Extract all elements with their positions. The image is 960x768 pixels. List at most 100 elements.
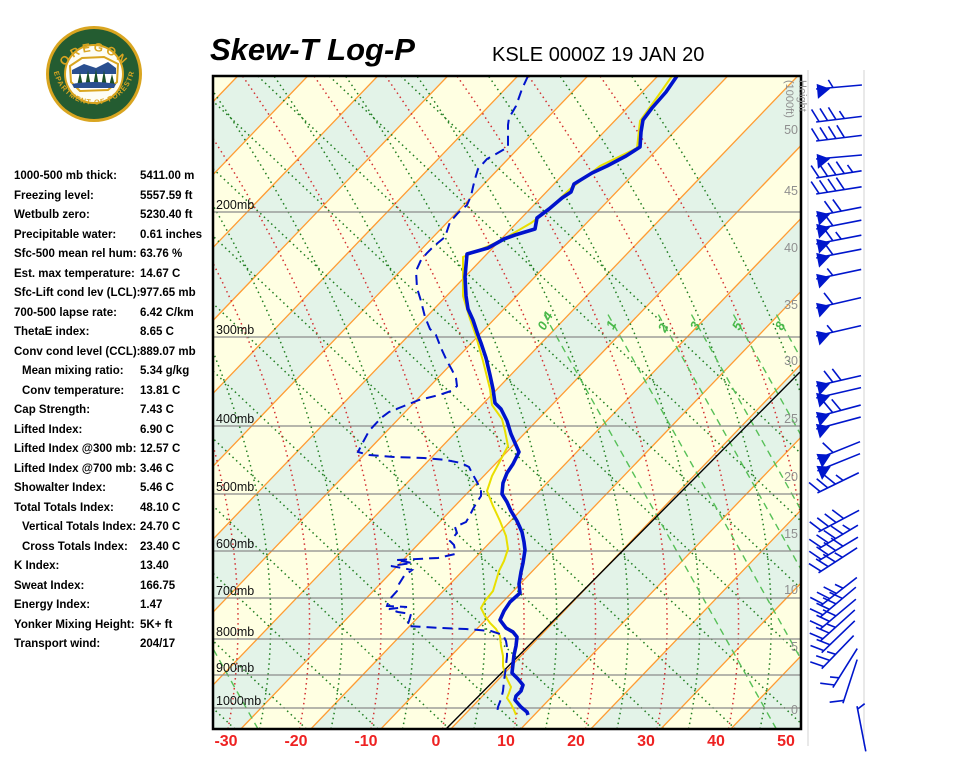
- index-row: Yonker Mixing Height: 5K+ ft: [14, 617, 210, 637]
- index-value: 5557.59 ft: [140, 189, 193, 202]
- index-row: ThetaE index: 8.65 C: [14, 324, 210, 344]
- index-row: Vertical Totals Index: 24.70 C: [14, 519, 210, 539]
- svg-text:40: 40: [784, 241, 798, 255]
- index-label: Vertical Totals Index:: [22, 521, 137, 533]
- svg-text:30: 30: [784, 354, 798, 368]
- wind-barb: [810, 106, 862, 123]
- svg-text:600mb: 600mb: [216, 537, 254, 551]
- index-label: Showalter Index:: [14, 482, 107, 494]
- pressure-axis-labels: 200mb 300mb 400mb 500mb 600mb 700mb 800mb 900mb…: [216, 198, 261, 708]
- index-value: 13.81 C: [140, 384, 181, 397]
- index-label: ThetaE index:: [14, 326, 90, 338]
- index-label: Freezing level:: [14, 189, 94, 202]
- svg-text:200mb: 200mb: [216, 198, 254, 212]
- wind-barb: [808, 536, 859, 562]
- index-row: Sfc-500 mean rel hum: 63.76 %: [14, 246, 210, 266]
- chart-frame: [211, 74, 803, 731]
- wind-barb: [816, 213, 862, 239]
- index-label: Precipitable water:: [14, 228, 117, 241]
- svg-text:50: 50: [784, 123, 798, 137]
- wind-barb: [820, 648, 858, 688]
- svg-text:0: 0: [791, 703, 798, 717]
- wind-barb: [815, 416, 861, 439]
- index-row: Precipitable water: 0.61 inches: [14, 227, 210, 247]
- wind-barb: [816, 368, 862, 396]
- wind-barb: [808, 547, 858, 574]
- svg-text:800mb: 800mb: [216, 625, 254, 639]
- index-label: Yonker Mixing Height:: [14, 618, 135, 631]
- index-value: 0.61 inches: [140, 228, 203, 241]
- index-row: Conv temperature: 13.81 C: [14, 383, 210, 403]
- svg-text:5: 5: [791, 640, 798, 654]
- index-label: Wetbulb zero:: [14, 209, 90, 221]
- index-value: 12.57 C: [140, 443, 181, 455]
- index-label: 1000-500 mb thick:: [14, 170, 117, 182]
- index-value: 8.65 C: [140, 326, 174, 338]
- index-row: Cross Totals Index: 23.40 C: [14, 539, 210, 559]
- svg-text:20: 20: [784, 470, 798, 484]
- svg-text:500mb: 500mb: [216, 480, 254, 494]
- svg-text:900mb: 900mb: [216, 661, 254, 675]
- index-label: Conv cond level (CCL):: [14, 345, 141, 358]
- index-label: Lifted Index @300 mb:: [14, 443, 137, 455]
- index-row: Freezing level: 5557.59 ft: [14, 188, 210, 208]
- wind-barb: [808, 472, 860, 494]
- wind-barb: [816, 228, 862, 254]
- index-value: 24.70 C: [140, 521, 181, 533]
- index-label: Total Totals Index:: [14, 501, 114, 514]
- index-row: Transport wind: 204/17: [14, 636, 210, 656]
- wind-barb: [809, 609, 856, 642]
- index-value: 6.42 C/km: [140, 306, 194, 319]
- svg-text:10: 10: [784, 583, 798, 597]
- index-value: 5.46 C: [140, 482, 174, 494]
- wind-barb: [816, 324, 862, 346]
- svg-text:45: 45: [784, 184, 798, 198]
- wind-barb: [810, 124, 862, 142]
- station-datetime: KSLE 0000Z 19 JAN 20: [492, 44, 705, 66]
- index-label: Transport wind:: [14, 638, 101, 650]
- wind-barb: [809, 509, 860, 533]
- wind-barb: [816, 79, 862, 99]
- svg-text:-30: -30: [214, 733, 237, 750]
- svg-text:35: 35: [784, 298, 798, 312]
- dewpoint-curve: [356, 76, 529, 714]
- logo-mountains: [72, 62, 116, 74]
- index-value: 7.43 C: [140, 404, 174, 416]
- index-label: Sfc-Lift cond lev (LCL):: [14, 287, 141, 299]
- index-row: Lifted Index: 6.90 C: [14, 422, 210, 442]
- page-title: Skew-T Log-P: [210, 32, 415, 67]
- svg-text:50: 50: [777, 733, 795, 750]
- svg-text:-10: -10: [354, 733, 377, 750]
- wind-barb: [816, 199, 862, 226]
- wind-barb: [810, 161, 862, 179]
- index-row: 700-500 lapse rate: 6.42 C/km: [14, 305, 210, 325]
- index-value: 5K+ ft: [140, 618, 173, 631]
- index-label: Cross Totals Index:: [22, 540, 128, 553]
- index-label: Sfc-500 mean rel hum:: [14, 248, 137, 260]
- height-axis-title: Height(1000ft): [783, 80, 808, 118]
- index-row: Sfc-Lift cond lev (LCL): 977.65 mb: [14, 285, 210, 305]
- index-row: Cap Strength: 7.43 C: [14, 402, 210, 422]
- svg-text:15: 15: [784, 527, 798, 541]
- svg-text:25: 25: [784, 412, 798, 426]
- profile-curves: [356, 76, 801, 729]
- svg-text:400mb: 400mb: [216, 412, 254, 426]
- index-label: Mean mixing ratio:: [22, 365, 124, 377]
- wind-barb: [829, 659, 858, 704]
- wind-barb: [816, 452, 861, 480]
- index-label: K Index:: [14, 560, 60, 572]
- index-value: 3.46 C: [140, 462, 174, 475]
- index-value: 5.34 g/kg: [140, 365, 190, 377]
- svg-text:10: 10: [497, 733, 515, 750]
- index-value: 5230.40 ft: [140, 209, 193, 221]
- index-row: Est. max temperature: 14.67 C: [14, 266, 210, 286]
- index-value: 14.67 C: [140, 267, 181, 280]
- svg-text:300mb: 300mb: [216, 323, 254, 337]
- sounding-indices-panel: 1000-500 mb thick: 5411.00 m Freezing leve…: [14, 168, 210, 656]
- wind-barb: [816, 386, 862, 408]
- index-row: 1000-500 mb thick: 5411.00 m: [14, 168, 210, 188]
- index-row: Mean mixing ratio: 5.34 g/kg: [14, 363, 210, 383]
- svg-text:700mb: 700mb: [216, 584, 254, 598]
